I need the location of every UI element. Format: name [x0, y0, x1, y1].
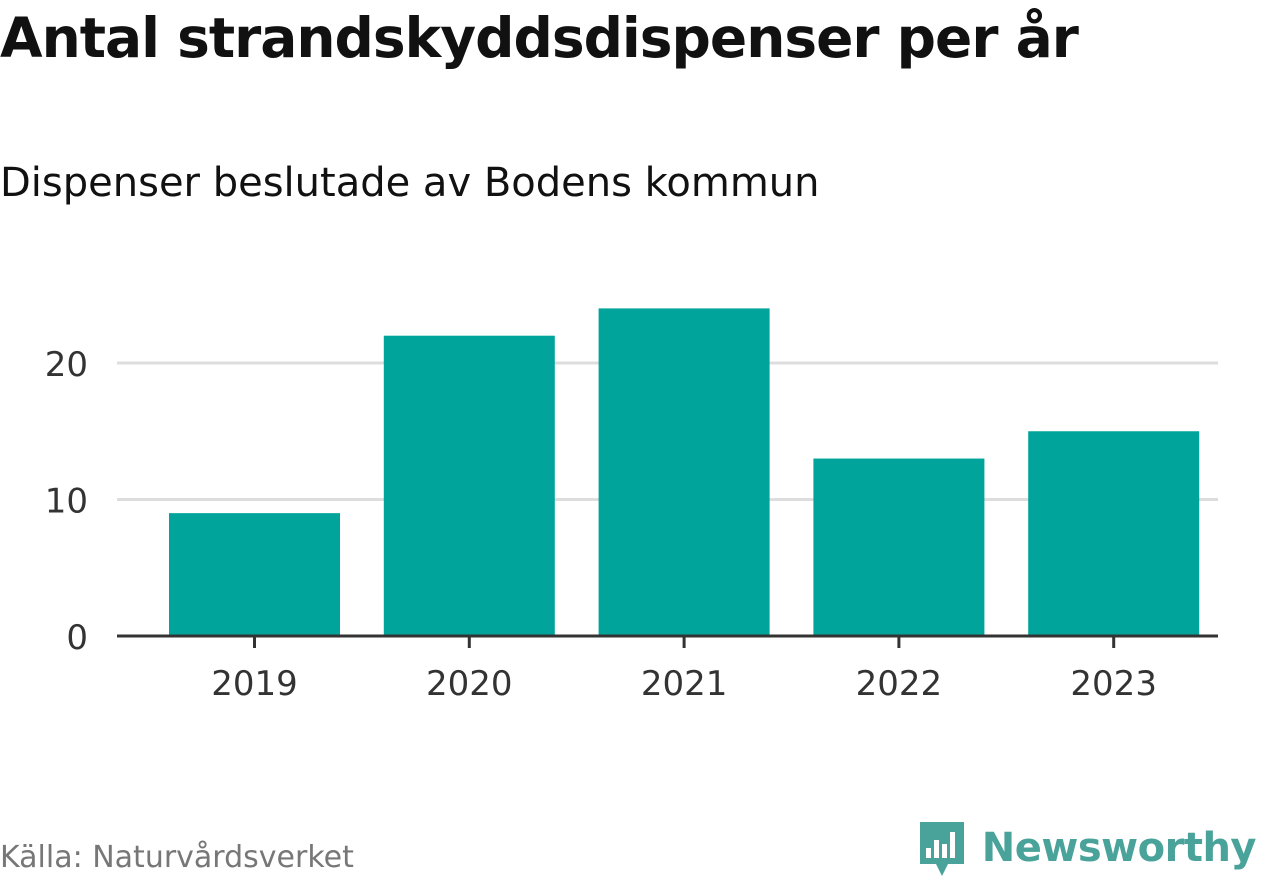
bar-2023 — [1028, 431, 1200, 636]
brand-logo: Newsworthy — [918, 818, 1257, 878]
y-tick-label: 10 — [45, 482, 88, 522]
x-tick-label: 2023 — [1070, 664, 1157, 704]
x-tick-label: 2020 — [426, 664, 513, 704]
bar-2020 — [383, 335, 555, 636]
bar-2022 — [813, 458, 985, 636]
chart-title: Antal strandskyddsdispenser per år — [0, 6, 1079, 70]
x-tick-label: 2021 — [641, 664, 728, 704]
bar-2021 — [598, 308, 770, 636]
bar-2019 — [169, 513, 340, 636]
chart-subtitle: Dispenser beslutade av Bodens kommun — [0, 160, 820, 206]
y-tick-label: 20 — [45, 345, 88, 385]
bar-chart: 0 10 20 2019 2020 2021 2022 2023 — [45, 308, 1218, 704]
x-tick-label: 2022 — [856, 664, 943, 704]
x-tick-label: 2019 — [211, 664, 298, 704]
source-note: Källa: Naturvårdsverket — [0, 840, 354, 875]
y-tick-label: 0 — [66, 618, 88, 658]
brand-name: Newsworthy — [981, 825, 1257, 871]
newsworthy-logo-icon — [919, 822, 964, 876]
